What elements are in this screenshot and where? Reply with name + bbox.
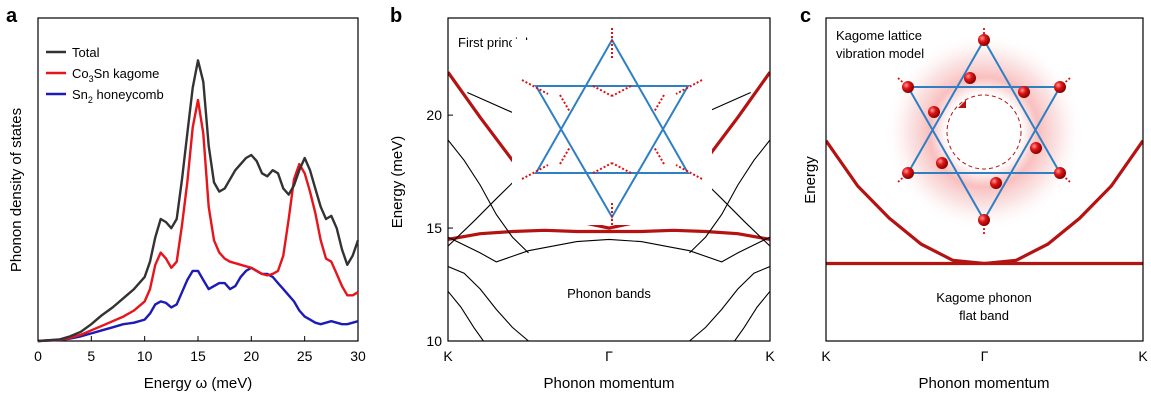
panel-b-ylabel: Energy (meV) <box>389 136 406 229</box>
series-line-co3sn-kagome <box>37 98 359 343</box>
band-other <box>448 265 529 341</box>
series-line-total <box>37 59 360 343</box>
band-other <box>734 290 770 341</box>
panel-c-xtick-label: K <box>1138 348 1148 364</box>
band-other <box>448 290 484 341</box>
band-dispersive <box>448 71 770 230</box>
panel-b-letter: b <box>390 5 402 27</box>
panel-c: c K Γ K Phonon momentum Energy Kagome latt… <box>800 5 1148 392</box>
panel-a-xticks: 0 5 10 15 20 25 30 <box>34 336 366 364</box>
band-dispersive <box>826 139 1143 266</box>
legend-kagome-label: Co3Sn kagome <box>72 66 159 84</box>
panel-b-ytick-label: 20 <box>426 107 442 123</box>
panel-c-series <box>826 139 1143 266</box>
vibration-orbit <box>946 94 1022 170</box>
panel-b: b 10 15 20 K Γ K Phonon momentum Energy (meV… <box>389 5 775 392</box>
inset-background <box>512 40 712 225</box>
panel-a-xtick-label: 30 <box>350 348 366 364</box>
panel-a-series <box>37 59 360 343</box>
orbit-arrow-icon <box>958 100 966 108</box>
panel-a-xtick-label: 10 <box>137 348 153 364</box>
panel-c-ylabel: Energy <box>802 156 819 204</box>
panel-c-annotation-flatband-line1: Kagome phonon <box>936 290 1031 305</box>
panel-c-vibration-model-inset <box>884 28 1084 234</box>
panel-c-band-lines <box>826 139 1143 266</box>
panel-c-xlabel: Phonon momentum <box>919 375 1050 392</box>
panel-c-xtick-label: Γ <box>981 348 989 364</box>
panel-a-xtick-label: 20 <box>244 348 260 364</box>
panel-b-xtick-label: K <box>443 348 453 364</box>
vib-triangle-up <box>906 37 1062 174</box>
lattice-triangle-up <box>534 37 690 174</box>
panel-a-letter: a <box>6 5 18 27</box>
panel-c-xtick-label: K <box>821 348 831 364</box>
panel-a-ylabel: Phonon density of states <box>8 108 25 272</box>
panel-a-xtick-label: 25 <box>297 348 313 364</box>
atoms <box>902 34 1066 226</box>
panel-a-xlabel: Energy ω (meV) <box>144 375 252 392</box>
legend-honeycomb-label: Sn2 honeycomb <box>72 87 164 105</box>
panel-a-xtick-label: 15 <box>190 348 206 364</box>
panel-c-annotation-line1: Kagome lattice <box>836 28 922 43</box>
panel-b-ytick-label: 10 <box>426 333 442 349</box>
panel-b-annotation-phonon-bands: Phonon bands <box>567 286 651 301</box>
lattice-triangle-down <box>534 85 690 219</box>
panel-b-ytick-label: 15 <box>426 220 442 236</box>
panel-c-frame <box>825 17 1144 342</box>
spring-bonds <box>521 28 703 230</box>
panel-b-xtick-label: K <box>765 348 775 364</box>
legend-total-label: Total <box>72 45 100 60</box>
panel-a-xtick-label: 5 <box>87 348 95 364</box>
panel-b-xtick-label: Γ <box>605 348 613 364</box>
vibration-glow <box>884 32 1084 232</box>
panel-a-legend: Total Co3Sn kagome Sn2 honeycomb <box>46 45 164 105</box>
band-flat <box>448 228 770 241</box>
band-other <box>448 236 770 263</box>
panel-b-kagome-lattice-inset <box>512 28 712 230</box>
panel-a-xtick-label: 0 <box>34 348 42 364</box>
panel-b-frame <box>447 17 771 342</box>
panel-b-yticks: 10 15 20 <box>426 107 453 349</box>
panel-b-xlabel: Phonon momentum <box>544 375 675 392</box>
panel-c-annotation-flatband-line2: flat band <box>959 308 1009 323</box>
panel-c-annotation-line2: vibration model <box>836 46 924 61</box>
band-other <box>448 139 529 254</box>
band-other <box>689 265 770 341</box>
band-other <box>689 139 770 254</box>
series-line-sn2-honeycomb <box>37 266 359 343</box>
vib-triangle-down <box>906 86 1062 223</box>
panel-a: a 0 5 10 15 20 25 30 Energy ω (meV) Phonon den… <box>6 5 366 392</box>
panel-c-letter: c <box>800 5 811 27</box>
